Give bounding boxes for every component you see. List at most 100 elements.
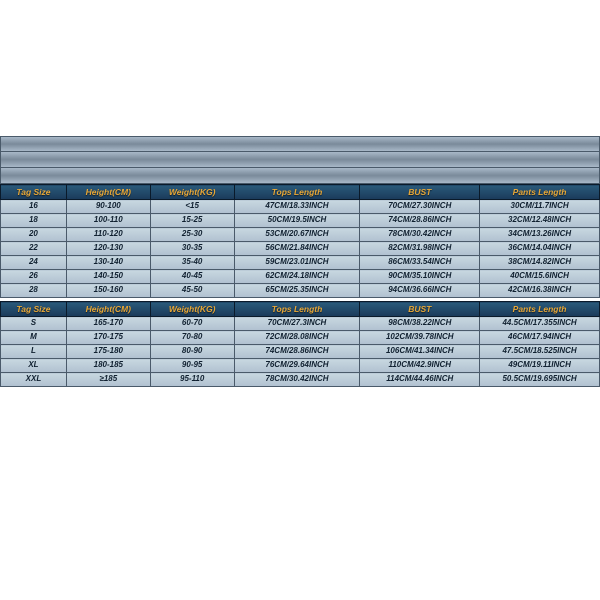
cell-bust: 82CM/31.98INCH xyxy=(360,242,480,256)
table-row: 26140-15040-4562CM/24.18INCH90CM/35.10IN… xyxy=(1,270,600,284)
top-band-1 xyxy=(0,136,600,152)
table-header-row: Tag Size Height(CM) Weight(KG) Tops Leng… xyxy=(1,185,600,200)
cell-weight: 15-25 xyxy=(150,214,234,228)
kids-size-table: Tag Size Height(CM) Weight(KG) Tops Leng… xyxy=(0,184,600,298)
cell-weight: 95-110 xyxy=(150,373,234,387)
cell-bust: 98CM/38.22INCH xyxy=(360,317,480,331)
size-chart-container: Tag Size Height(CM) Weight(KG) Tops Leng… xyxy=(0,0,600,387)
adults-size-table: Tag Size Height(CM) Weight(KG) Tops Leng… xyxy=(0,301,600,387)
cell-pants: 32CM/12.48INCH xyxy=(480,214,600,228)
cell-height: 90-100 xyxy=(66,200,150,214)
table-row: 28150-16045-5065CM/25.35INCH94CM/36.66IN… xyxy=(1,284,600,298)
cell-tops: 50CM/19.5INCH xyxy=(234,214,360,228)
cell-bust: 86CM/33.54INCH xyxy=(360,256,480,270)
col-bust: BUST xyxy=(360,302,480,317)
col-height: Height(CM) xyxy=(66,302,150,317)
cell-tops: 76CM/29.64INCH xyxy=(234,359,360,373)
cell-weight: 40-45 xyxy=(150,270,234,284)
cell-tops: 78CM/30.42INCH xyxy=(234,373,360,387)
cell-weight: 60-70 xyxy=(150,317,234,331)
cell-tops: 72CM/28.08INCH xyxy=(234,331,360,345)
cell-pants: 47.5CM/18.525INCH xyxy=(480,345,600,359)
top-band-2 xyxy=(0,152,600,168)
cell-height: 180-185 xyxy=(66,359,150,373)
cell-tag: 22 xyxy=(1,242,67,256)
cell-height: ≥185 xyxy=(66,373,150,387)
col-height: Height(CM) xyxy=(66,185,150,200)
table-row: XL180-18590-9576CM/29.64INCH110CM/42.9IN… xyxy=(1,359,600,373)
cell-tag: XL xyxy=(1,359,67,373)
cell-weight: 80-90 xyxy=(150,345,234,359)
cell-bust: 114CM/44.46INCH xyxy=(360,373,480,387)
cell-weight: 25-30 xyxy=(150,228,234,242)
cell-tops: 59CM/23.01INCH xyxy=(234,256,360,270)
cell-height: 175-180 xyxy=(66,345,150,359)
cell-height: 130-140 xyxy=(66,256,150,270)
cell-pants: 34CM/13.26INCH xyxy=(480,228,600,242)
cell-bust: 110CM/42.9INCH xyxy=(360,359,480,373)
cell-height: 150-160 xyxy=(66,284,150,298)
cell-tag: M xyxy=(1,331,67,345)
cell-bust: 90CM/35.10INCH xyxy=(360,270,480,284)
cell-bust: 74CM/28.86INCH xyxy=(360,214,480,228)
cell-pants: 38CM/14.82INCH xyxy=(480,256,600,270)
top-band-3 xyxy=(0,168,600,184)
col-tops-length: Tops Length xyxy=(234,185,360,200)
cell-tops: 56CM/21.84INCH xyxy=(234,242,360,256)
col-tag-size: Tag Size xyxy=(1,302,67,317)
cell-pants: 49CM/19.11INCH xyxy=(480,359,600,373)
cell-tag: 26 xyxy=(1,270,67,284)
cell-weight: 35-40 xyxy=(150,256,234,270)
col-weight: Weight(KG) xyxy=(150,185,234,200)
table-row: XXL≥18595-11078CM/30.42INCH114CM/44.46IN… xyxy=(1,373,600,387)
cell-tops: 62CM/24.18INCH xyxy=(234,270,360,284)
table-header-row: Tag Size Height(CM) Weight(KG) Tops Leng… xyxy=(1,302,600,317)
cell-height: 140-150 xyxy=(66,270,150,284)
cell-tag: XXL xyxy=(1,373,67,387)
cell-weight: 45-50 xyxy=(150,284,234,298)
col-tops-length: Tops Length xyxy=(234,302,360,317)
col-pants-length: Pants Length xyxy=(480,302,600,317)
cell-tops: 65CM/25.35INCH xyxy=(234,284,360,298)
cell-tag: 16 xyxy=(1,200,67,214)
cell-tag: 20 xyxy=(1,228,67,242)
cell-height: 100-110 xyxy=(66,214,150,228)
cell-tops: 53CM/20.67INCH xyxy=(234,228,360,242)
cell-pants: 44.5CM/17.355INCH xyxy=(480,317,600,331)
cell-weight: 30-35 xyxy=(150,242,234,256)
cell-bust: 78CM/30.42INCH xyxy=(360,228,480,242)
col-bust: BUST xyxy=(360,185,480,200)
cell-tops: 70CM/27.3INCH xyxy=(234,317,360,331)
cell-weight: 90-95 xyxy=(150,359,234,373)
cell-tag: 24 xyxy=(1,256,67,270)
cell-bust: 106CM/41.34INCH xyxy=(360,345,480,359)
cell-pants: 40CM/15.6INCH xyxy=(480,270,600,284)
cell-pants: 50.5CM/19.695INCH xyxy=(480,373,600,387)
cell-pants: 36CM/14.04INCH xyxy=(480,242,600,256)
cell-weight: 70-80 xyxy=(150,331,234,345)
cell-tag: 28 xyxy=(1,284,67,298)
table-row: 1690-100<1547CM/18.33INCH70CM/27.30INCH3… xyxy=(1,200,600,214)
table-row: L175-18080-9074CM/28.86INCH106CM/41.34IN… xyxy=(1,345,600,359)
cell-pants: 42CM/16.38INCH xyxy=(480,284,600,298)
cell-pants: 46CM/17.94INCH xyxy=(480,331,600,345)
cell-weight: <15 xyxy=(150,200,234,214)
cell-bust: 94CM/36.66INCH xyxy=(360,284,480,298)
table-row: 20110-12025-3053CM/20.67INCH78CM/30.42IN… xyxy=(1,228,600,242)
cell-bust: 102CM/39.78INCH xyxy=(360,331,480,345)
cell-tag: 18 xyxy=(1,214,67,228)
cell-height: 170-175 xyxy=(66,331,150,345)
cell-tag: L xyxy=(1,345,67,359)
cell-height: 120-130 xyxy=(66,242,150,256)
table-row: 22120-13030-3556CM/21.84INCH82CM/31.98IN… xyxy=(1,242,600,256)
table-row: M170-17570-8072CM/28.08INCH102CM/39.78IN… xyxy=(1,331,600,345)
table-row: S165-17060-7070CM/27.3INCH98CM/38.22INCH… xyxy=(1,317,600,331)
cell-tops: 47CM/18.33INCH xyxy=(234,200,360,214)
col-tag-size: Tag Size xyxy=(1,185,67,200)
table-row: 24130-14035-4059CM/23.01INCH86CM/33.54IN… xyxy=(1,256,600,270)
cell-height: 165-170 xyxy=(66,317,150,331)
col-weight: Weight(KG) xyxy=(150,302,234,317)
cell-pants: 30CM/11.7INCH xyxy=(480,200,600,214)
table-row: 18100-11015-2550CM/19.5INCH74CM/28.86INC… xyxy=(1,214,600,228)
cell-tops: 74CM/28.86INCH xyxy=(234,345,360,359)
